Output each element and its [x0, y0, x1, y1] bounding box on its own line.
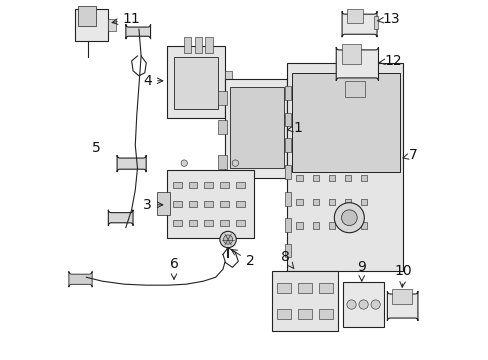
FancyBboxPatch shape [360, 222, 366, 229]
FancyBboxPatch shape [78, 6, 96, 26]
FancyBboxPatch shape [217, 91, 226, 105]
Text: 4: 4 [143, 74, 163, 88]
FancyBboxPatch shape [391, 289, 411, 304]
FancyBboxPatch shape [217, 121, 226, 134]
FancyBboxPatch shape [173, 220, 181, 226]
FancyBboxPatch shape [220, 220, 228, 226]
FancyBboxPatch shape [341, 44, 360, 64]
FancyBboxPatch shape [297, 309, 311, 319]
FancyBboxPatch shape [204, 220, 213, 226]
FancyBboxPatch shape [220, 201, 228, 207]
FancyBboxPatch shape [69, 271, 92, 287]
Circle shape [358, 300, 367, 309]
FancyBboxPatch shape [344, 222, 350, 229]
FancyBboxPatch shape [342, 11, 376, 37]
FancyBboxPatch shape [188, 220, 197, 226]
Text: 1: 1 [287, 121, 302, 135]
FancyBboxPatch shape [204, 182, 213, 189]
Text: 2: 2 [231, 249, 254, 268]
FancyBboxPatch shape [204, 201, 213, 207]
FancyBboxPatch shape [276, 283, 290, 293]
FancyBboxPatch shape [117, 155, 146, 172]
FancyBboxPatch shape [183, 37, 190, 53]
FancyBboxPatch shape [108, 210, 133, 226]
Circle shape [370, 300, 380, 309]
FancyBboxPatch shape [173, 201, 181, 207]
FancyBboxPatch shape [296, 199, 302, 205]
FancyBboxPatch shape [312, 199, 318, 205]
Circle shape [220, 231, 236, 248]
Circle shape [181, 160, 187, 166]
FancyBboxPatch shape [157, 192, 169, 215]
FancyBboxPatch shape [166, 46, 224, 118]
Circle shape [223, 235, 232, 244]
FancyBboxPatch shape [285, 243, 290, 257]
FancyBboxPatch shape [292, 73, 400, 172]
FancyBboxPatch shape [373, 17, 377, 30]
Circle shape [334, 203, 364, 233]
FancyBboxPatch shape [336, 47, 378, 81]
Text: 13: 13 [377, 12, 400, 26]
FancyBboxPatch shape [318, 309, 332, 319]
FancyBboxPatch shape [174, 57, 217, 109]
FancyBboxPatch shape [296, 175, 302, 181]
FancyBboxPatch shape [328, 222, 334, 229]
Text: 9: 9 [357, 260, 366, 281]
FancyBboxPatch shape [344, 175, 350, 181]
FancyBboxPatch shape [236, 182, 244, 189]
FancyBboxPatch shape [173, 182, 181, 189]
FancyBboxPatch shape [344, 199, 350, 205]
Text: 6: 6 [169, 257, 178, 279]
FancyBboxPatch shape [205, 37, 212, 53]
FancyBboxPatch shape [125, 24, 150, 39]
FancyBboxPatch shape [188, 201, 197, 207]
Text: 12: 12 [378, 54, 401, 68]
FancyBboxPatch shape [312, 175, 318, 181]
FancyBboxPatch shape [285, 192, 290, 206]
Text: 5: 5 [92, 141, 101, 155]
FancyBboxPatch shape [224, 71, 232, 86]
FancyBboxPatch shape [75, 9, 108, 41]
FancyBboxPatch shape [346, 9, 363, 23]
Text: 10: 10 [394, 264, 411, 287]
FancyBboxPatch shape [286, 63, 403, 271]
Circle shape [346, 300, 355, 309]
FancyBboxPatch shape [276, 309, 290, 319]
Circle shape [232, 160, 238, 166]
FancyBboxPatch shape [360, 175, 366, 181]
Text: 11: 11 [112, 12, 140, 26]
FancyBboxPatch shape [344, 81, 365, 96]
Text: 8: 8 [280, 251, 293, 269]
Text: 7: 7 [402, 148, 417, 162]
FancyBboxPatch shape [285, 218, 290, 231]
FancyBboxPatch shape [166, 170, 254, 238]
FancyBboxPatch shape [188, 182, 197, 189]
FancyBboxPatch shape [285, 113, 290, 126]
FancyBboxPatch shape [285, 165, 290, 179]
FancyBboxPatch shape [285, 138, 290, 152]
FancyBboxPatch shape [271, 271, 337, 331]
FancyBboxPatch shape [312, 222, 318, 229]
FancyBboxPatch shape [108, 19, 115, 31]
FancyBboxPatch shape [236, 201, 244, 207]
FancyBboxPatch shape [296, 222, 302, 229]
FancyBboxPatch shape [328, 199, 334, 205]
FancyBboxPatch shape [328, 175, 334, 181]
FancyBboxPatch shape [386, 291, 417, 321]
FancyBboxPatch shape [285, 86, 290, 100]
FancyBboxPatch shape [229, 87, 283, 168]
FancyBboxPatch shape [318, 283, 332, 293]
FancyBboxPatch shape [194, 37, 201, 53]
Circle shape [341, 210, 356, 226]
Text: 3: 3 [143, 198, 163, 212]
FancyBboxPatch shape [360, 199, 366, 205]
FancyBboxPatch shape [297, 283, 311, 293]
FancyBboxPatch shape [217, 155, 226, 169]
FancyBboxPatch shape [220, 182, 228, 189]
FancyBboxPatch shape [343, 282, 383, 327]
FancyBboxPatch shape [236, 220, 244, 226]
FancyBboxPatch shape [224, 79, 286, 178]
